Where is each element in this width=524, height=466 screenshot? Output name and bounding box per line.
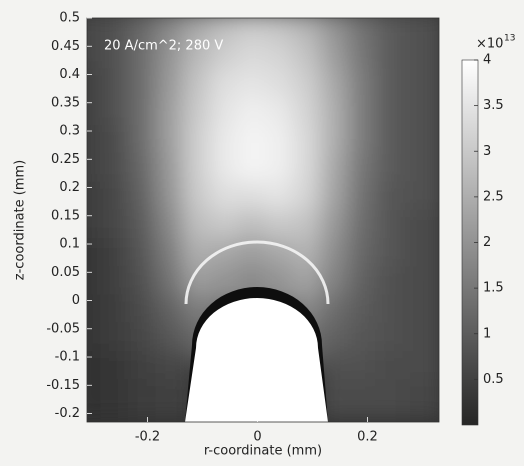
y-tick-label: 0.05 <box>51 265 80 280</box>
colorbar-tick-label: 1 <box>483 326 491 341</box>
y-tick-label: -0.1 <box>55 350 80 365</box>
colorbar-tick-label: 1.5 <box>483 281 504 296</box>
colorbar-exponent: 13 <box>504 34 515 44</box>
x-tick-label: -0.2 <box>135 430 160 445</box>
colorbar-tick-label: 4 <box>483 53 491 68</box>
y-tick-label: 0.2 <box>59 180 80 195</box>
y-axis-label: z-coordinate (mm) <box>13 160 28 280</box>
colorbar-multiplier: ×10 <box>476 37 503 52</box>
heatmap-cell <box>402 379 439 420</box>
y-tick-label: 0.25 <box>51 152 80 167</box>
y-tick-label: 0 <box>72 293 80 308</box>
y-tick-label: 0.5 <box>59 11 80 26</box>
colorbar-tick-label: 3 <box>483 144 491 159</box>
plot-area <box>87 18 439 422</box>
y-tick-label: 0.4 <box>59 67 80 82</box>
bright-arc <box>184 240 330 305</box>
x-axis-label: r-coordinate (mm) <box>204 444 322 459</box>
colorbar-tick-label: 2.5 <box>483 189 504 204</box>
y-tick-label: -0.05 <box>46 321 80 336</box>
heatmap-field <box>87 18 439 420</box>
y-tick-label: 0.3 <box>59 124 80 139</box>
colorbar-tick-label: 3.5 <box>483 98 504 113</box>
x-tick-label: 0 <box>253 430 261 445</box>
cathode <box>185 298 328 422</box>
colorbar-tick-label: 2 <box>483 235 491 250</box>
colorbar-tick-label: 0.5 <box>483 372 504 387</box>
y-tick-label: -0.2 <box>55 406 80 421</box>
annotation: 20 A/cm^2; 280 V <box>104 39 223 54</box>
y-tick-label: -0.15 <box>46 378 80 393</box>
y-tick-label: 0.35 <box>51 95 80 110</box>
x-tick-label: 0.2 <box>357 430 378 445</box>
y-tick-label: 0.1 <box>59 237 80 252</box>
y-tick-label: 0.15 <box>51 208 80 223</box>
plot-frame <box>86 17 440 423</box>
y-tick-label: 0.45 <box>51 39 80 54</box>
